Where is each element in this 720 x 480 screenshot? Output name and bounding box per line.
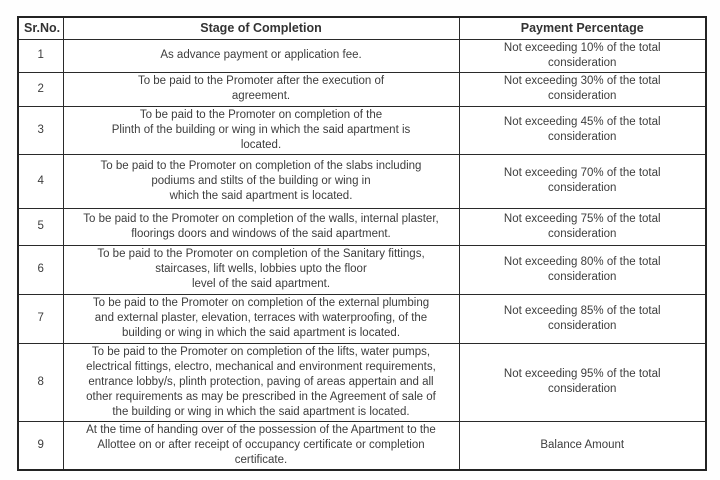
stage-cell: As advance payment or application fee.	[62, 38, 460, 73]
payment-cell: Not exceeding 80% of the total considera…	[458, 244, 707, 295]
table-row: 1 As advance payment or application fee.…	[17, 38, 707, 73]
stage-cell: To be paid to the Promoter on completion…	[62, 105, 460, 155]
payment-cell: Not exceeding 85% of the total considera…	[458, 293, 707, 344]
stage-cell: To be paid to the Promoter on completion…	[62, 293, 460, 344]
sr-no-cell: 5	[17, 207, 64, 246]
sr-no-cell: 9	[17, 420, 64, 470]
column-header-sr-no: Sr.No.	[17, 16, 64, 40]
sr-no-cell: 6	[17, 244, 64, 295]
stage-cell: To be paid to the Promoter on completion…	[62, 244, 460, 295]
payment-cell: Not exceeding 75% of the total considera…	[458, 207, 707, 246]
table-row: 7 To be paid to the Promoter on completi…	[17, 293, 707, 344]
sr-no-cell: 7	[17, 293, 64, 344]
table-row: 6 To be paid to the Promoter on completi…	[17, 244, 707, 295]
table-row: 3 To be paid to the Promoter on completi…	[17, 105, 707, 155]
payment-schedule-table: Sr.No. Stage of Completion Payment Perce…	[17, 16, 707, 471]
payment-cell: Balance Amount	[458, 420, 707, 470]
stage-cell: To be paid to the Promoter after the exe…	[62, 71, 460, 107]
payment-cell: Not exceeding 70% of the total considera…	[458, 153, 707, 209]
table-row: 2 To be paid to the Promoter after the e…	[17, 71, 707, 107]
table-row: 8 To be paid to the Promoter on completi…	[17, 342, 707, 422]
payment-cell: Not exceeding 10% of the total considera…	[458, 38, 707, 73]
sr-no-cell: 1	[17, 38, 64, 73]
table-row: 5 To be paid to the Promoter on completi…	[17, 207, 707, 246]
sr-no-cell: 4	[17, 153, 64, 209]
sr-no-cell: 3	[17, 105, 64, 155]
payment-cell: Not exceeding 30% of the total considera…	[458, 71, 707, 107]
payment-cell: Not exceeding 45% of the total considera…	[458, 105, 707, 155]
column-header-stage-of-completion: Stage of Completion	[62, 16, 460, 40]
stage-cell: To be paid to the Promoter on completion…	[62, 207, 460, 246]
table-row: 4 To be paid to the Promoter on completi…	[17, 153, 707, 209]
stage-cell: To be paid to the Promoter on completion…	[62, 153, 460, 209]
sr-no-cell: 2	[17, 71, 64, 107]
table-row: 9 At the time of handing over of the pos…	[17, 420, 707, 470]
sr-no-cell: 8	[17, 342, 64, 422]
column-header-payment-percentage: Payment Percentage	[458, 16, 707, 40]
stage-cell: At the time of handing over of the posse…	[62, 420, 460, 470]
payment-cell: Not exceeding 95% of the total considera…	[458, 342, 707, 422]
stage-cell: To be paid to the Promoter on completion…	[62, 342, 460, 422]
table-header-row: Sr.No. Stage of Completion Payment Perce…	[17, 16, 707, 40]
